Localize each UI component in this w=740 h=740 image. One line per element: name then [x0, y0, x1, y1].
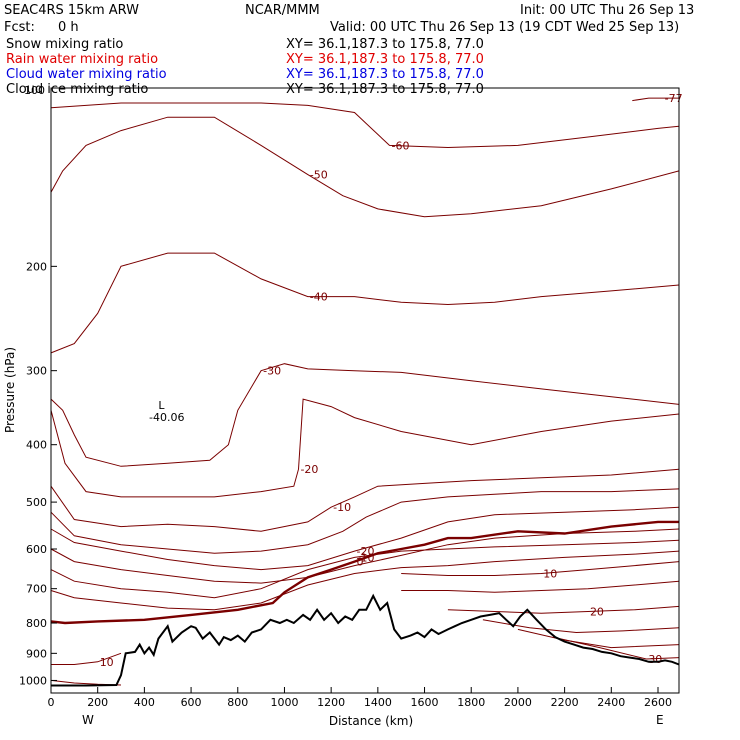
contour-line	[51, 652, 122, 665]
x-tick-label: 0	[48, 696, 55, 709]
x-tick-label: 2400	[597, 696, 625, 709]
field-name-cloud-water: Cloud water mixing ratio	[6, 67, 167, 82]
y-tick-label: 500	[26, 496, 47, 509]
x-tick-label: 2600	[644, 696, 672, 709]
contour-line	[50, 488, 680, 554]
x-tick-label: 1200	[317, 696, 345, 709]
fcst-label: Fcst:	[4, 20, 35, 35]
contour-line	[632, 97, 679, 102]
contour-line	[447, 605, 680, 614]
org-label: NCAR/MMM	[245, 3, 320, 18]
low-marker: L	[158, 399, 165, 412]
contour-line	[50, 528, 680, 584]
low-value: -40.06	[149, 411, 184, 424]
init-time: Init: 00 UTC Thu 26 Sep 13	[520, 3, 694, 18]
contour-line	[552, 636, 680, 660]
field-name-snow: Snow mixing ratio	[6, 37, 123, 52]
x-axis-title: Distance (km)	[329, 714, 413, 728]
contour-label: 0	[356, 556, 363, 569]
x-tick-label: 1600	[411, 696, 439, 709]
contour-label: -40	[310, 291, 328, 304]
field-name-rain: Rain water mixing ratio	[6, 52, 158, 67]
contour-label: -20	[300, 463, 318, 476]
plot-frame	[50, 87, 680, 694]
contour-label: 30	[648, 653, 662, 666]
contour-line	[50, 116, 680, 218]
contour-line	[50, 468, 680, 532]
model-title: SEAC4RS 15km ARW	[4, 3, 139, 18]
contour-line	[50, 398, 680, 498]
x-tick-label: 800	[227, 696, 248, 709]
y-tick-100-partial: 100	[24, 84, 45, 97]
east-label: E	[656, 713, 664, 727]
field-xy-snow: XY= 36.1,187.3 to 175.8, 77.0	[286, 37, 484, 52]
contour-line	[50, 550, 680, 611]
contour-line	[401, 561, 680, 576]
x-tick-label: 2200	[551, 696, 579, 709]
contour-label: -20	[356, 545, 374, 558]
field-xy-cloud-water: XY= 36.1,187.3 to 175.8, 77.0	[286, 67, 484, 82]
x-tick-label: 400	[134, 696, 155, 709]
contour-label: -50	[310, 169, 328, 182]
contour-label: -10	[356, 551, 374, 564]
contour-lines	[50, 97, 680, 686]
contour-label: -30	[263, 365, 281, 378]
x-tick-label: 1800	[457, 696, 485, 709]
contour-label: 10	[543, 568, 557, 581]
field-name-cloud-ice: Cloud ice mixing ratio	[6, 82, 148, 97]
field-xy-cloud-ice: XY= 36.1,187.3 to 175.8, 77.0	[286, 82, 484, 97]
west-label: W	[82, 713, 94, 727]
contour-line	[50, 363, 680, 467]
contour-label: 10	[100, 656, 114, 669]
x-tick-label: 600	[181, 696, 202, 709]
contour-line	[50, 506, 680, 571]
y-tick-label: 800	[26, 617, 47, 630]
y-tick-label: 1000	[19, 674, 47, 687]
fcst-value: 0 h	[58, 20, 79, 35]
y-tick-label: 700	[26, 583, 47, 596]
field-xy-rain: XY= 36.1,187.3 to 175.8, 77.0	[286, 52, 484, 67]
contour-line	[517, 628, 680, 649]
contour-label: -60	[392, 139, 410, 152]
contour-line	[50, 539, 680, 599]
contour-line	[401, 580, 680, 593]
contour-label: -10	[333, 501, 351, 514]
terrain-line	[51, 593, 680, 687]
y-ticks: 200 300 400 500 600 700 800 900 1000	[19, 260, 57, 687]
y-tick-label: 200	[26, 260, 47, 273]
contour-line	[50, 252, 680, 354]
contour-line	[50, 102, 680, 149]
y-tick-label: 600	[26, 543, 47, 556]
x-ticks: 0 200 400 600 800 1000 1200 1400 1600 1800 2000 220…	[48, 687, 672, 709]
y-tick-label: 300	[26, 365, 47, 378]
x-tick-label: 1400	[364, 696, 392, 709]
y-axis-title: Pressure (hPa)	[3, 347, 17, 433]
contour-label: 20	[590, 606, 604, 619]
valid-time: Valid: 00 UTC Thu 26 Sep 13 (19 CDT Wed …	[330, 20, 679, 35]
contour-label: -77	[665, 92, 683, 105]
y-tick-label: 400	[26, 439, 47, 452]
x-tick-label: 200	[87, 696, 108, 709]
y-tick-label: 900	[26, 647, 47, 660]
contour-line	[50, 520, 679, 625]
x-tick-label: 2000	[504, 696, 532, 709]
x-tick-label: 1000	[270, 696, 298, 709]
